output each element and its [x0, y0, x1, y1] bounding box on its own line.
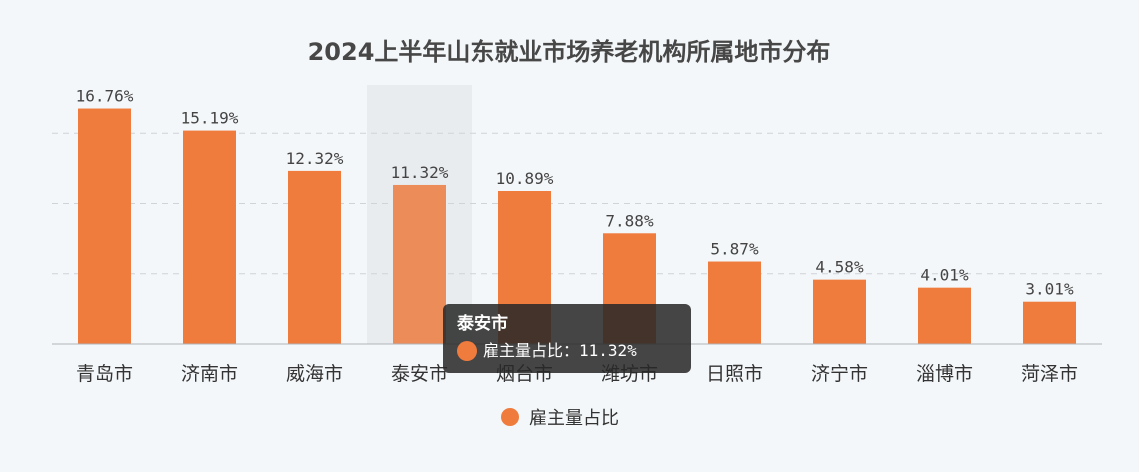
bar-2[interactable]	[183, 130, 236, 344]
chart-title: 2024上半年山东就业市场养老机构所属地市分布	[308, 38, 831, 66]
gridlines	[52, 132, 1102, 275]
x-tick-label: 威海市	[286, 363, 343, 385]
data-label: 16.76%	[76, 87, 134, 106]
x-tick-label: 烟台市	[496, 363, 553, 385]
bar-1[interactable]	[78, 108, 131, 344]
legend[interactable]: 雇主量占比	[501, 408, 619, 429]
x-tick-label: 菏泽市	[1021, 363, 1078, 385]
x-tick-label: 泰安市	[391, 363, 448, 385]
x-tick-label: 淄博市	[916, 363, 973, 385]
x-tick-label: 济宁市	[811, 363, 868, 385]
data-label: 15.19%	[181, 109, 239, 128]
data-label: 3.01%	[1025, 280, 1074, 299]
legend-label[interactable]: 雇主量占比	[529, 408, 619, 429]
bar-3[interactable]	[288, 170, 341, 344]
data-label: 10.89%	[496, 169, 554, 188]
x-tick-label: 济南市	[181, 363, 238, 385]
bars	[78, 108, 1076, 344]
legend-marker-icon[interactable]	[501, 408, 519, 426]
data-label: 4.58%	[815, 258, 864, 277]
bar-4[interactable]	[393, 184, 446, 344]
bar-10[interactable]	[1023, 301, 1076, 344]
x-tick-label: 青岛市	[76, 363, 133, 385]
data-label: 11.32%	[391, 163, 449, 182]
data-label: 5.87%	[710, 240, 759, 259]
x-tick-label: 日照市	[706, 363, 763, 385]
data-label: 4.01%	[920, 266, 969, 285]
bar-5[interactable]	[498, 190, 551, 344]
bar-9[interactable]	[918, 287, 971, 344]
data-label: 7.88%	[605, 211, 654, 230]
bar-6[interactable]	[603, 233, 656, 344]
x-axis-tick-labels: 青岛市 济南市 威海市 泰安市 烟台市 潍坊市 日照市 济宁市 淄博市 菏泽市	[76, 363, 1078, 385]
data-labels: 16.76% 15.19% 12.32% 11.32% 10.89% 7.88% 5.87%…	[76, 87, 1074, 299]
x-tick-label: 潍坊市	[601, 363, 658, 385]
bar-8[interactable]	[813, 279, 866, 344]
bar-7[interactable]	[708, 261, 761, 344]
data-label: 12.32%	[286, 149, 344, 168]
